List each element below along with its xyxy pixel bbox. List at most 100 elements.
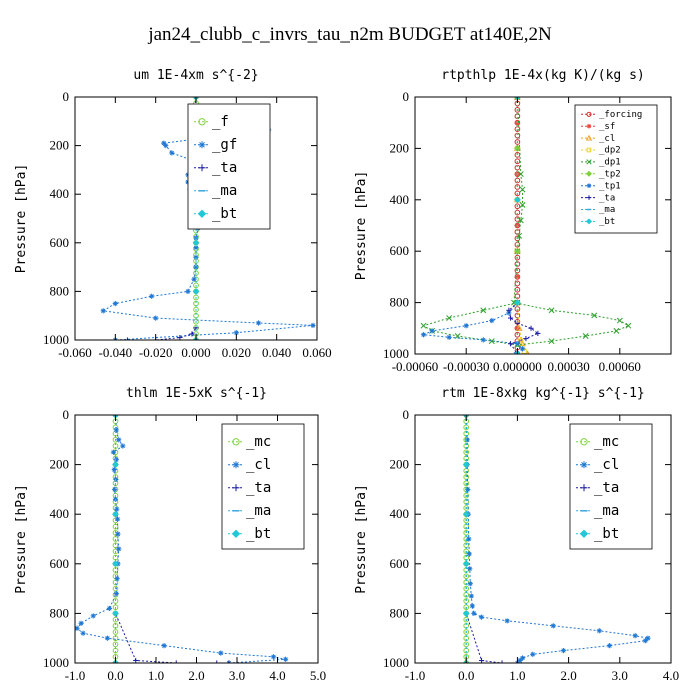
data-point (548, 338, 555, 345)
data-point (90, 613, 96, 619)
data-point (632, 633, 638, 639)
legend-marker (586, 111, 592, 117)
legend-label: _ta (599, 193, 615, 203)
x-tick-label: -0.00030 (443, 359, 490, 374)
legend-label: _bt (599, 217, 615, 227)
y-tick-label: 400 (50, 506, 70, 521)
legend-label: _tp1 (599, 181, 621, 191)
plot-frame (414, 414, 672, 664)
data-point (153, 315, 159, 321)
data-point (193, 264, 199, 270)
data-point (469, 603, 475, 609)
legend-marker (580, 461, 588, 469)
data-point (507, 315, 514, 321)
legend: _forcing _sf _cl _dp2 _dp1 _tp2_tp1 _ta _ma _bt (574, 104, 658, 234)
data-point (519, 346, 526, 352)
legend-label: _cl (599, 134, 615, 144)
data-point (515, 324, 523, 331)
series-group (420, 97, 632, 354)
y-tick-label: 800 (390, 295, 410, 310)
y-tick-label: 800 (50, 283, 70, 298)
legend-label: _mc (246, 434, 271, 450)
data-point (519, 186, 526, 193)
data-point (283, 656, 289, 662)
data-point (270, 654, 277, 660)
y-tick-label: 800 (50, 605, 70, 620)
panel-1: um 1E-4xm s^{-2} Pressure [hPa] 0 200 400 600… (14, 68, 332, 360)
data-point (514, 299, 521, 306)
legend-marker (585, 134, 593, 141)
legend-marker (586, 123, 592, 129)
y-tick-label: 400 (390, 192, 410, 207)
data-point (514, 107, 521, 113)
x-tick-label: 0.020 (222, 345, 251, 360)
data-point (514, 203, 521, 210)
data-point (548, 307, 555, 314)
data-point (446, 334, 452, 340)
data-point (606, 643, 613, 649)
legend-label: _bt (212, 206, 237, 222)
data-point (191, 276, 197, 282)
legend: _mc _cl _ta _ma _bt (569, 423, 653, 550)
legend-label: _ta (246, 480, 271, 496)
y-tick-label: 400 (50, 186, 70, 201)
x-tick-label: 4.0 (663, 668, 679, 683)
legend-marker (232, 484, 240, 492)
data-point (111, 466, 117, 473)
legend-marker (586, 147, 592, 153)
data-point (463, 449, 470, 456)
x-tick-label: 1.0 (509, 668, 525, 683)
data-point (518, 338, 524, 344)
x-tick-label: 3.0 (229, 668, 245, 683)
data-point (596, 628, 602, 634)
data-point (116, 546, 122, 552)
plot-frame (414, 96, 672, 355)
legend-label: _ta (212, 160, 237, 176)
data-point (530, 651, 536, 657)
x-tick-label: 2.0 (560, 668, 576, 683)
legend-label: _ma (594, 503, 619, 519)
x-tick-label: 0.000000 (493, 359, 542, 374)
data-point (514, 196, 521, 204)
legend-label: _dp2 (599, 146, 621, 156)
data-point (478, 657, 485, 663)
y-tick-label: 600 (390, 556, 410, 571)
x-tick-label: -0.040 (99, 345, 133, 360)
series-line-dp2 (516, 97, 525, 352)
data-point (591, 312, 598, 319)
data-point (112, 629, 119, 635)
legend-label: _ma (212, 183, 237, 199)
legend-label: _dp1 (599, 158, 621, 168)
series-line-ta (115, 415, 229, 663)
y-tick-label: 1000 (383, 655, 409, 670)
legend-marker (197, 209, 207, 219)
data-point (161, 643, 167, 649)
data-point (112, 548, 119, 555)
data-point (499, 660, 505, 663)
legend-marker (231, 529, 241, 539)
legend-label: _forcing (599, 110, 642, 120)
data-point (226, 660, 232, 663)
y-tick-label: 1000 (383, 346, 409, 361)
data-point (528, 325, 534, 331)
data-point (218, 650, 224, 656)
legend-marker (580, 484, 588, 492)
data-point (514, 235, 521, 242)
data-point (550, 623, 556, 629)
panel-title: um 1E-4xm s^{-2} (133, 68, 258, 83)
y-axis-label: Pressure [hPa] (354, 171, 369, 281)
y-tick-label: 800 (390, 605, 410, 620)
data-point (163, 143, 169, 149)
data-point (192, 239, 200, 247)
y-tick-label: 600 (50, 235, 70, 250)
data-point (642, 638, 648, 644)
data-point (463, 629, 470, 635)
y-axis-label: Pressure [hPa] (14, 484, 29, 594)
legend-marker (579, 529, 589, 539)
panel-3: thlm 1E-5xK s^{-1} Pressure [hPa] 0 200 400 6… (14, 386, 326, 683)
data-point (463, 641, 470, 648)
data-point (514, 190, 521, 197)
y-axis-label: Pressure [hPa] (354, 484, 369, 594)
data-point (517, 171, 524, 178)
legend-label: _bt (246, 526, 271, 542)
